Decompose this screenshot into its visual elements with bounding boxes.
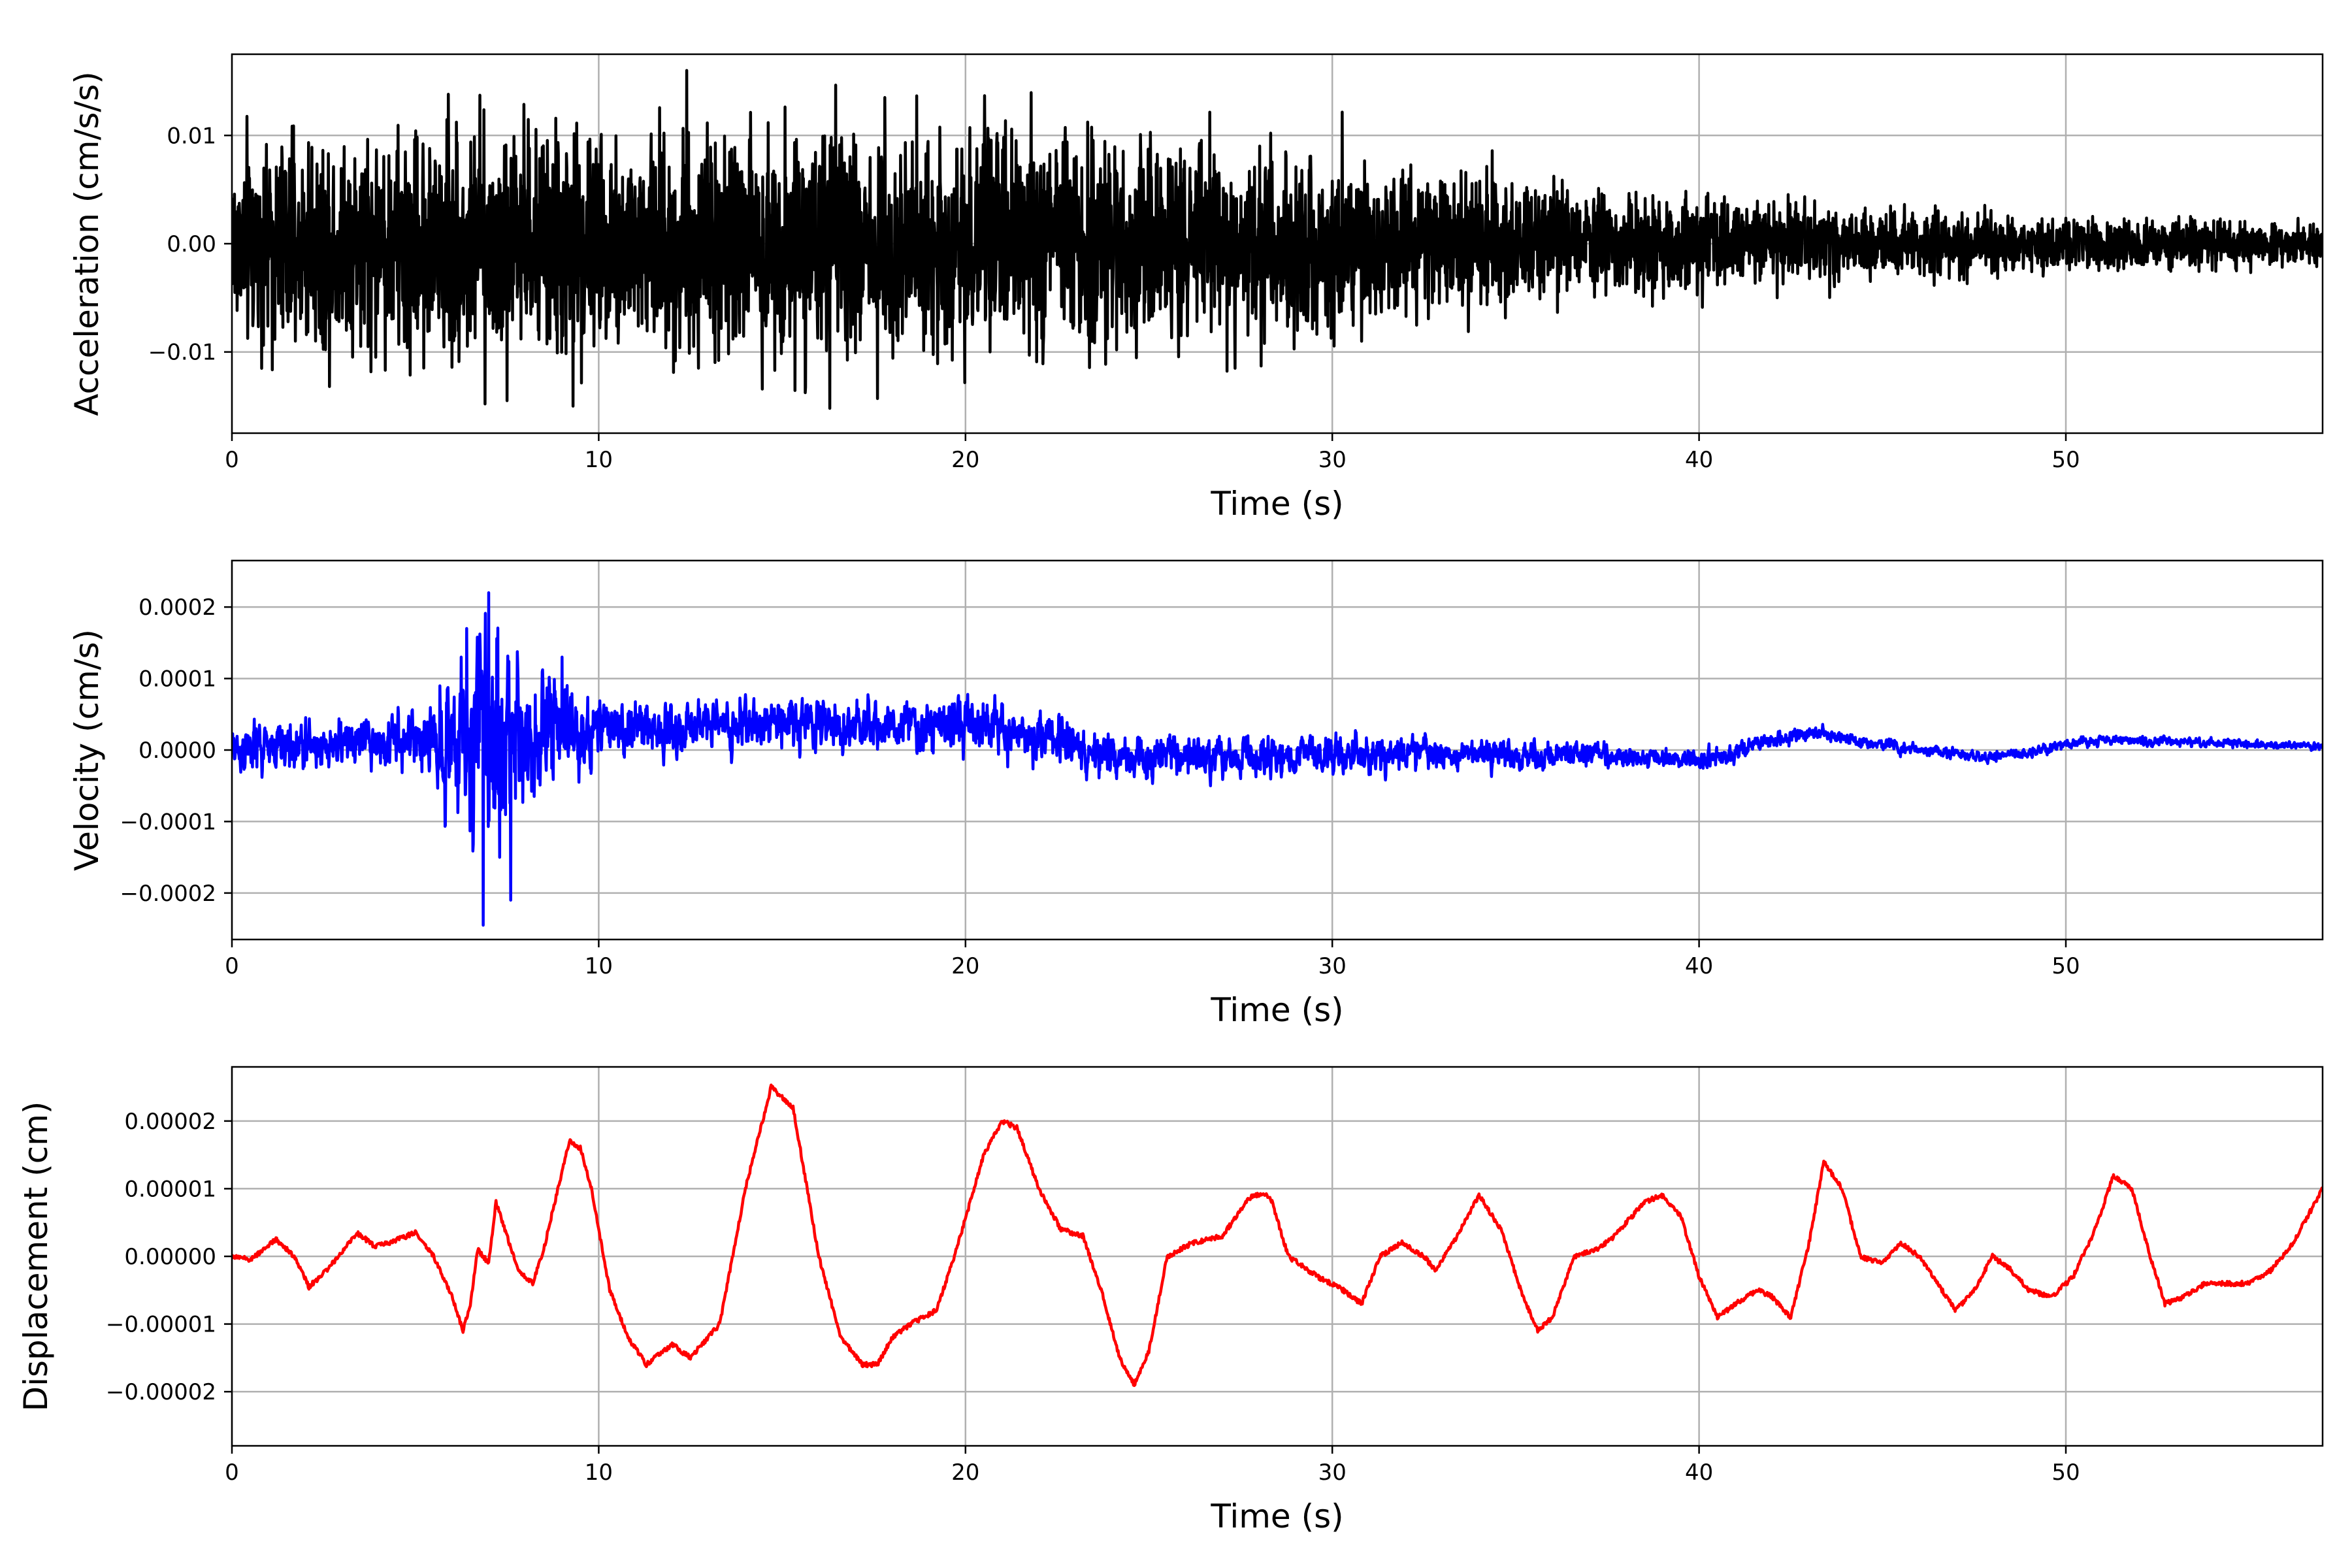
- acceleration-x-axis-label: Time (s): [1210, 485, 1343, 523]
- y-tick-label: 0.00: [167, 231, 216, 257]
- velocity-y-axis-label: Velocity (cm/s): [68, 629, 106, 871]
- y-tick-label: 0.0000: [139, 738, 216, 764]
- y-tick-label: 0.00002: [124, 1109, 216, 1135]
- x-tick-label: 30: [1318, 1460, 1347, 1486]
- acceleration-series-line: [232, 69, 2323, 410]
- acceleration-trace: [232, 69, 2323, 410]
- acceleration-panel: 0 10 20 30 40 50 −0.01 0.00 0.01 Time (s) Accel…: [68, 53, 2324, 523]
- velocity-x-ticks: 0 10 20 30 40 50: [225, 939, 2080, 979]
- y-tick-label: −0.01: [148, 340, 216, 366]
- y-tick-label: −0.00001: [106, 1312, 216, 1338]
- velocity-x-axis-label: Time (s): [1210, 991, 1343, 1029]
- acceleration-x-ticks: 0 10 20 30 40 50: [225, 433, 2080, 473]
- x-tick-label: 50: [2051, 1460, 2080, 1486]
- velocity-series-line: [232, 591, 2323, 927]
- x-tick-label: 10: [585, 953, 613, 979]
- x-tick-label: 40: [1685, 1460, 1713, 1486]
- x-tick-label: 0: [225, 447, 239, 473]
- x-tick-label: 10: [585, 1460, 613, 1486]
- x-tick-label: 40: [1685, 447, 1713, 473]
- y-tick-label: −0.0001: [120, 809, 216, 835]
- y-tick-label: 0.01: [167, 123, 216, 149]
- displacement-panel: 0 10 20 30 40 50 −0.00002 −0.00001 0.00000 0.000…: [17, 1066, 2324, 1535]
- x-tick-label: 30: [1318, 447, 1347, 473]
- x-tick-label: 20: [951, 953, 979, 979]
- velocity-y-ticks: −0.0002 −0.0001 0.0000 0.0001 0.0002: [120, 595, 232, 907]
- y-tick-label: −0.0002: [120, 881, 216, 907]
- x-tick-label: 0: [225, 1460, 239, 1486]
- displacement-y-ticks: −0.00002 −0.00001 0.00000 0.00001 0.00002: [106, 1109, 232, 1405]
- y-tick-label: 0.0002: [139, 595, 216, 621]
- x-tick-label: 20: [951, 447, 979, 473]
- displacement-x-ticks: 0 10 20 30 40 50: [225, 1446, 2080, 1486]
- x-tick-label: 50: [2051, 953, 2080, 979]
- velocity-trace: [232, 591, 2323, 927]
- x-tick-label: 10: [585, 447, 613, 473]
- x-tick-label: 0: [225, 953, 239, 979]
- y-tick-label: −0.00002: [106, 1379, 216, 1405]
- displacement-x-axis-label: Time (s): [1210, 1497, 1343, 1535]
- y-tick-label: 0.0001: [139, 666, 216, 693]
- displacement-trace: [232, 1083, 2323, 1387]
- displacement-y-axis-label: Displacement (cm): [17, 1102, 55, 1412]
- displacement-grid: [231, 1067, 2323, 1446]
- x-tick-label: 40: [1685, 953, 1713, 979]
- x-tick-label: 20: [951, 1460, 979, 1486]
- x-tick-label: 30: [1318, 953, 1347, 979]
- acceleration-y-axis-label: Acceleration (cm/s/s): [68, 71, 106, 416]
- velocity-panel: 0 10 20 30 40 50 −0.0002 −0.0001 0.0000 0.0001 0.…: [68, 559, 2324, 1029]
- x-tick-label: 50: [2051, 447, 2080, 473]
- y-tick-label: 0.00001: [124, 1176, 216, 1202]
- y-tick-label: 0.00000: [124, 1244, 216, 1270]
- acceleration-y-ticks: −0.01 0.00 0.01: [148, 123, 232, 366]
- displacement-series-line: [232, 1083, 2323, 1387]
